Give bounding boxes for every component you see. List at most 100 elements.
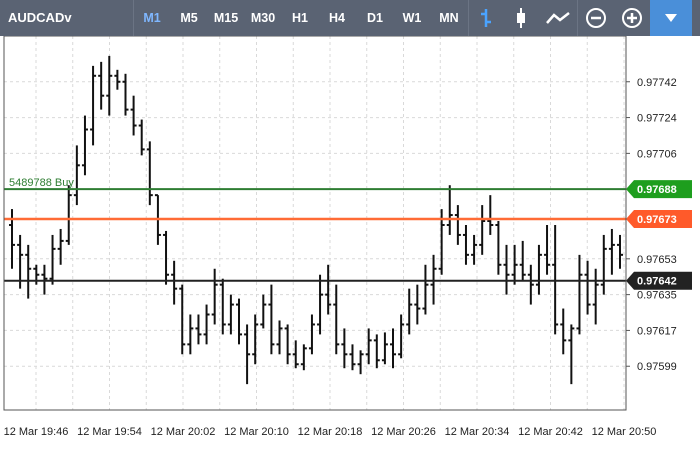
ohlc-bar: [284, 324, 291, 365]
ohlc-bar: [390, 328, 397, 369]
plot-frame: [3, 36, 627, 411]
ohlc-bar: [381, 332, 388, 365]
ohlc-bar: [219, 278, 226, 335]
ohlc-bar: [608, 228, 615, 275]
ohlc-bar: [592, 268, 599, 325]
ohlc-bar: [454, 205, 461, 245]
ohlc-bar: [600, 234, 607, 295]
chevron-down-icon: [665, 14, 677, 22]
price-lines: 0.97688 5489788 Buy 0.97673 0.97642: [4, 177, 692, 290]
price-axis: 0.97742 0.97724 0.97706 0.97653 0.97635 0.976…: [626, 77, 677, 373]
price-tick-label: 0.97599: [637, 361, 677, 373]
ohlc-bar: [333, 284, 340, 355]
ohlc-bar: [471, 234, 478, 265]
time-tick-label: 12 Mar 20:50: [592, 426, 657, 438]
ohlc-bar: [187, 314, 194, 355]
timeframe-h4[interactable]: H4: [329, 11, 345, 25]
ohlc-bar: [527, 264, 534, 305]
bar-chart-icon[interactable]: [469, 0, 503, 36]
time-tick-label: 12 Mar 20:42: [518, 426, 583, 438]
ohlc-bar: [244, 324, 251, 385]
timeframe-m5[interactable]: M5: [180, 11, 198, 25]
symbol-label[interactable]: AUDCADv: [0, 0, 134, 36]
ohlc-bar: [300, 344, 307, 371]
ohlc-bar: [576, 254, 583, 335]
ask-price-tag-label: 0.97673: [637, 214, 677, 226]
timeframe-d1[interactable]: D1: [367, 11, 383, 25]
line-chart-icon[interactable]: [539, 0, 577, 36]
ohlc-bar: [122, 73, 129, 116]
ohlc-bar: [211, 268, 218, 325]
ohlc-bar: [519, 240, 526, 281]
bid-price-tag-label: 0.97642: [637, 276, 677, 288]
timeframe-mn[interactable]: MN: [439, 11, 459, 25]
ohlc-bar: [106, 55, 113, 116]
dropdown-button[interactable]: [650, 0, 692, 36]
ohlc-bar: [138, 119, 145, 156]
ohlc-bar: [195, 314, 202, 345]
ohlc-bar: [57, 228, 64, 265]
ohlc-bar: [317, 274, 324, 335]
ohlc-bar: [308, 314, 315, 355]
timeframe-m30[interactable]: M30: [250, 11, 276, 25]
price-tick-label: 0.97706: [637, 148, 677, 160]
ohlc-bar: [227, 294, 234, 335]
timeframe-w1[interactable]: W1: [402, 11, 422, 25]
ohlc-bar: [179, 284, 186, 355]
price-tick-label: 0.97742: [637, 77, 677, 89]
ohlc-bar: [462, 224, 469, 265]
ohlc-bar: [446, 185, 453, 235]
ohlc-bar: [495, 221, 502, 275]
ohlc-bars: [9, 55, 623, 385]
time-tick-label: 12 Mar 20:34: [445, 426, 510, 438]
ask-price-tag: [626, 210, 692, 229]
ohlc-bar: [357, 350, 364, 375]
ohlc-bar: [171, 260, 178, 305]
ohlc-bar: [252, 314, 259, 365]
ohlc-bar: [73, 145, 80, 206]
ohlc-bar: [544, 224, 551, 275]
timeframe-m1[interactable]: M1: [143, 11, 161, 25]
ohlc-bar: [560, 308, 567, 355]
time-tick-label: 12 Mar 20:26: [371, 426, 436, 438]
buy-order-label: 5489788 Buy: [9, 177, 74, 189]
ohlc-bar: [617, 234, 623, 269]
ohlc-bar: [98, 61, 105, 110]
toolbar: AUDCADv M1 M5 M15 M30 H1 H4 D1 W1 MN: [0, 0, 700, 36]
ohlc-bar: [268, 284, 275, 355]
ohlc-bar: [146, 141, 153, 206]
time-tick-label: 12 Mar 20:18: [298, 426, 363, 438]
buy-price-tag: [626, 180, 692, 199]
timeframe-h1[interactable]: H1: [292, 11, 308, 25]
timeframe-m15[interactable]: M15: [213, 11, 239, 25]
ohlc-bar: [535, 244, 542, 295]
candlestick-icon[interactable]: [503, 0, 539, 36]
ohlc-bar: [130, 95, 137, 136]
ohlc-bar: [260, 294, 267, 329]
chart-grid: [4, 36, 626, 410]
time-tick-label: 12 Mar 19:46: [4, 426, 69, 438]
ohlc-bar: [81, 115, 88, 176]
price-tick-label: 0.97653: [637, 254, 677, 266]
buy-price-tag-label: 0.97688: [637, 184, 677, 196]
ohlc-bar: [25, 244, 32, 299]
time-tick-label: 12 Mar 20:10: [224, 426, 289, 438]
toolbar-separator: [577, 0, 578, 36]
price-chart[interactable]: 0.97688 5489788 Buy 0.97673 0.97642 0.97742…: [0, 36, 700, 472]
price-tick-label: 0.97617: [637, 325, 677, 337]
zoom-in-icon[interactable]: [614, 0, 650, 36]
time-tick-label: 12 Mar 20:02: [151, 426, 216, 438]
ohlc-bar: [163, 230, 170, 285]
zoom-out-icon[interactable]: [578, 0, 614, 36]
ohlc-bar: [90, 65, 97, 146]
ohlc-bar: [398, 314, 405, 359]
time-tick-label: 12 Mar 19:54: [77, 426, 142, 438]
ohlc-bar: [365, 328, 372, 365]
ohlc-bar: [203, 304, 210, 345]
ohlc-bar: [373, 334, 380, 369]
ohlc-bar: [341, 328, 348, 369]
ohlc-bar: [114, 69, 121, 90]
price-tick-label: 0.97724: [637, 113, 677, 125]
ohlc-bar: [325, 264, 332, 315]
